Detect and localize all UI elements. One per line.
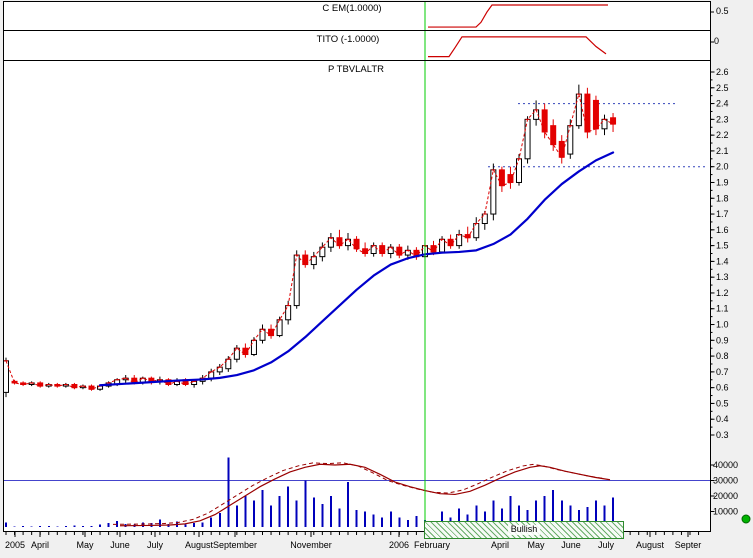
svg-text:2.4: 2.4 xyxy=(716,99,729,109)
security-title: P TBVLALTR xyxy=(328,64,384,75)
close-dash-line xyxy=(5,93,614,390)
svg-text:30000: 30000 xyxy=(713,476,738,486)
svg-text:July: July xyxy=(147,540,164,550)
svg-text:February: February xyxy=(414,540,451,550)
svg-text:0.7: 0.7 xyxy=(716,367,729,377)
svg-text:1.6: 1.6 xyxy=(716,225,729,235)
svg-text:0.9: 0.9 xyxy=(716,335,729,345)
svg-text:2.6: 2.6 xyxy=(716,67,729,77)
volume-axis-labels: 40000 30000 20000 10000 xyxy=(710,460,738,517)
svg-text:August: August xyxy=(636,540,665,550)
svg-text:Septer: Septer xyxy=(675,540,702,550)
close-markers xyxy=(4,93,616,390)
volume-ma-line xyxy=(119,463,611,527)
svg-text:1.2: 1.2 xyxy=(716,288,729,298)
svg-text:40000: 40000 xyxy=(713,460,738,470)
svg-text:2.5: 2.5 xyxy=(716,83,729,93)
tito-line xyxy=(428,36,607,58)
cem-line xyxy=(428,4,608,28)
svg-text:2.2: 2.2 xyxy=(716,130,729,140)
svg-text:April: April xyxy=(491,540,509,550)
svg-text:June: June xyxy=(110,540,130,550)
volume-bars xyxy=(5,457,615,527)
svg-text:July: July xyxy=(598,540,615,550)
volume-ma-dash-line xyxy=(112,462,604,525)
svg-text:1.7: 1.7 xyxy=(716,209,729,219)
ma-line xyxy=(98,151,615,387)
svg-text:May: May xyxy=(527,540,545,550)
svg-text:2005: 2005 xyxy=(5,540,25,550)
svg-text:1.1: 1.1 xyxy=(716,304,729,314)
svg-text:1.9: 1.9 xyxy=(716,177,729,187)
panel-axis-ticks xyxy=(710,11,714,43)
indicator-title-cem: C EM(1.0000) xyxy=(322,3,382,14)
svg-text:2.3: 2.3 xyxy=(716,114,729,124)
svg-text:20000: 20000 xyxy=(713,491,738,501)
svg-text:1.4: 1.4 xyxy=(716,256,729,266)
svg-text:0.6: 0.6 xyxy=(716,383,729,393)
svg-text:1.5: 1.5 xyxy=(716,241,729,251)
bullish-signal-band: Bullish xyxy=(424,521,624,539)
svg-text:0.4: 0.4 xyxy=(716,414,729,424)
svg-text:2006: 2006 xyxy=(389,540,409,550)
tito-axis-value: 0 xyxy=(714,36,720,46)
bullish-signal-label: Bullish xyxy=(507,524,541,535)
frame-lines xyxy=(3,1,711,532)
svg-text:November: November xyxy=(290,540,332,550)
cem-axis-value: 0.5 xyxy=(716,6,729,16)
smiley-icon xyxy=(741,514,751,524)
svg-text:June: June xyxy=(561,540,581,550)
svg-text:0.8: 0.8 xyxy=(716,351,729,361)
svg-text:September: September xyxy=(213,540,257,550)
svg-text:May: May xyxy=(76,540,94,550)
svg-text:1.3: 1.3 xyxy=(716,272,729,282)
svg-text:10000: 10000 xyxy=(713,507,738,517)
svg-text:0.3: 0.3 xyxy=(716,430,729,440)
svg-text:2.0: 2.0 xyxy=(716,162,729,172)
svg-text:0.5: 0.5 xyxy=(716,398,729,408)
svg-text:August: August xyxy=(185,540,214,550)
panel-backgrounds xyxy=(3,1,710,531)
svg-text:April: April xyxy=(31,540,49,550)
indicator-title-tito: TITO (-1.0000) xyxy=(316,34,380,45)
svg-text:2.1: 2.1 xyxy=(716,146,729,156)
svg-text:1.8: 1.8 xyxy=(716,193,729,203)
price-axis-labels: 2.6 2.5 2.4 2.3 2.2 2.1 2.0 1.9 1.8 1.7 1.6 1.5 1.4 1… xyxy=(710,67,729,440)
svg-text:1.0: 1.0 xyxy=(716,320,729,330)
